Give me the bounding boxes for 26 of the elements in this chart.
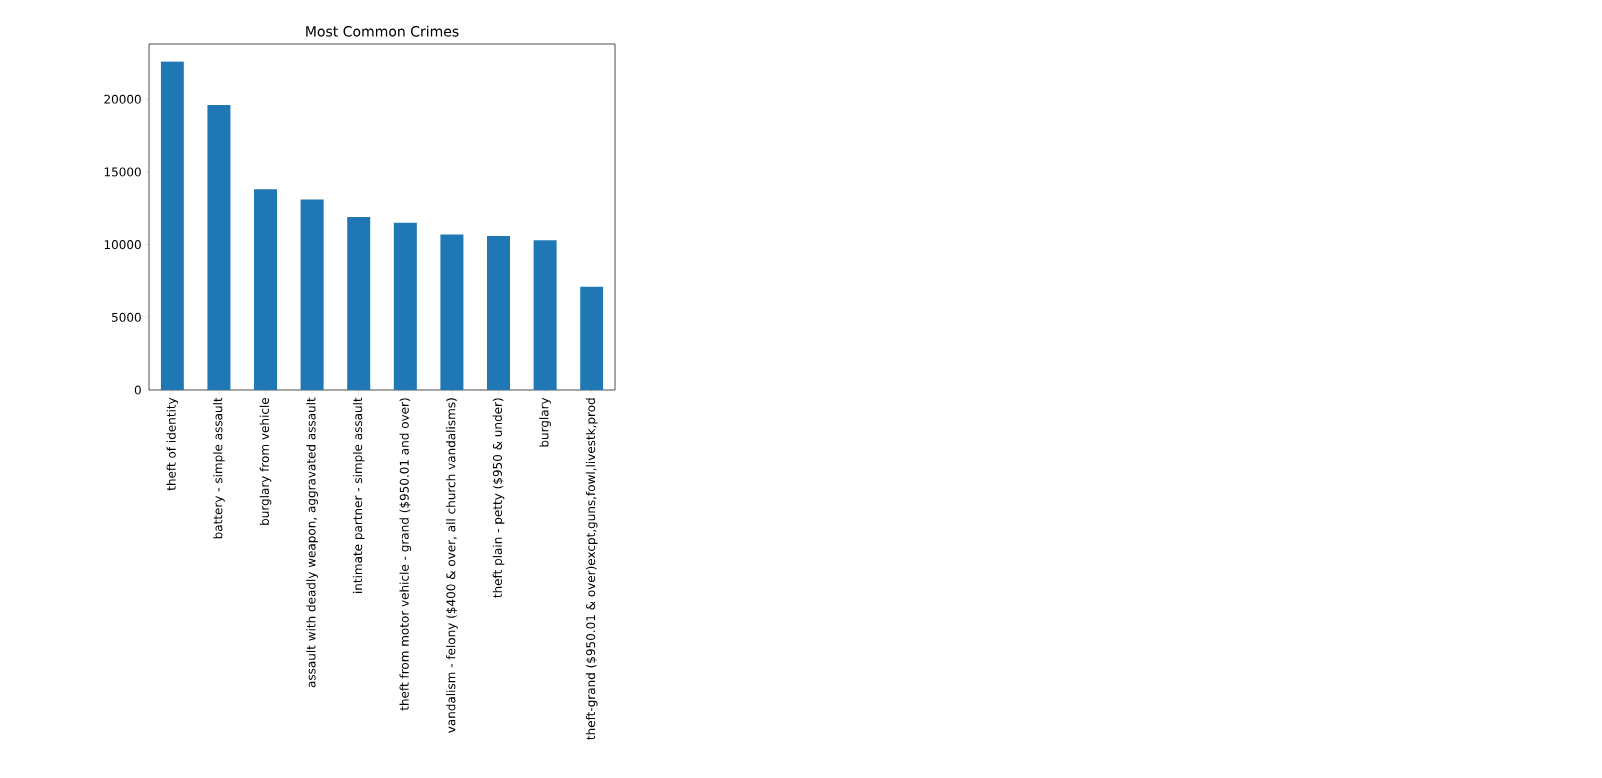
x-tick-label: theft plain - petty ($950 & under) bbox=[492, 398, 505, 598]
bar bbox=[487, 235, 511, 390]
bar bbox=[254, 189, 278, 390]
bar bbox=[440, 234, 464, 390]
bar bbox=[393, 222, 417, 390]
bar bbox=[300, 199, 324, 390]
bar bbox=[347, 216, 371, 390]
x-tick-label: vandalism - felony ($400 & over, all church vandalisms) bbox=[446, 398, 458, 733]
y-tick-label: 5000 bbox=[112, 312, 141, 322]
y-tick-label: 15000 bbox=[104, 167, 141, 177]
bar bbox=[207, 105, 231, 390]
bar bbox=[580, 286, 604, 390]
y-tick-label: 0 bbox=[134, 385, 141, 395]
y-tick-label: 10000 bbox=[104, 240, 141, 250]
x-tick-label: theft from motor vehicle - grand ($950.01 and over) bbox=[399, 398, 412, 711]
bar bbox=[533, 240, 557, 390]
x-tick-label: intimate partner - simple assault bbox=[352, 397, 365, 593]
x-tick-label: assault with deadly weapon, aggravated assault bbox=[306, 397, 318, 688]
y-tick-label: 20000 bbox=[104, 94, 141, 104]
x-tick-label: burglary from vehicle bbox=[259, 397, 272, 525]
x-tick-label: theft-grand ($950.01 & over)excpt,guns,fowl,livestk,prod bbox=[585, 398, 598, 740]
x-tick-label: burglary bbox=[539, 397, 551, 447]
x-tick-label: battery - simple assault bbox=[213, 397, 225, 539]
bar bbox=[160, 61, 184, 390]
x-tick-label: theft of identity bbox=[166, 397, 179, 491]
chart-title: Most Common Crimes bbox=[306, 25, 459, 37]
